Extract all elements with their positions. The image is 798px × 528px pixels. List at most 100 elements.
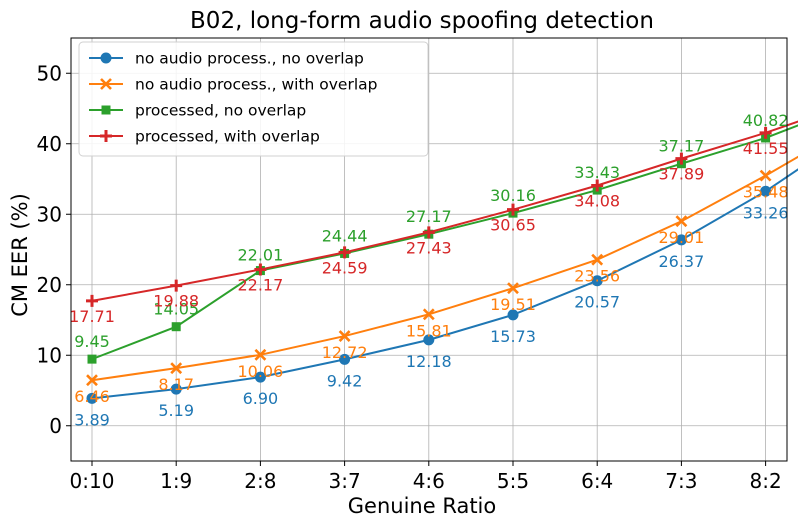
x-tick-label: 7:3 bbox=[665, 469, 697, 493]
chart-title: B02, long-form audio spoofing detection bbox=[190, 8, 654, 34]
legend-label: no audio process., no overlap bbox=[135, 50, 364, 68]
data-label: 5.19 bbox=[158, 401, 194, 420]
data-label: 14.05 bbox=[153, 300, 199, 319]
data-point bbox=[759, 126, 772, 139]
data-label: 19.51 bbox=[490, 295, 536, 314]
data-label: 23.56 bbox=[574, 267, 620, 286]
data-label: 29.01 bbox=[658, 228, 704, 247]
data-point bbox=[86, 392, 98, 404]
legend-marker bbox=[100, 52, 112, 64]
legend-marker bbox=[100, 78, 112, 90]
data-label: 19.88 bbox=[153, 292, 199, 311]
data-label: 41.55 bbox=[743, 139, 789, 158]
data-point bbox=[254, 371, 266, 383]
legend-marker bbox=[101, 105, 111, 115]
legend-item: processed, no overlap bbox=[89, 102, 306, 120]
data-point bbox=[760, 185, 772, 197]
data-point bbox=[591, 253, 604, 266]
legend-label: processed, no overlap bbox=[135, 102, 306, 120]
y-tick-label: 30 bbox=[37, 202, 62, 226]
data-label: 30.16 bbox=[490, 186, 536, 205]
legend-label: no audio process., with overlap bbox=[135, 76, 377, 94]
data-label: 17.71 bbox=[69, 307, 115, 326]
x-axis-label: Genuine Ratio bbox=[348, 494, 496, 518]
data-label: 35.48 bbox=[743, 183, 789, 202]
data-point bbox=[339, 353, 351, 365]
data-point bbox=[86, 294, 98, 307]
data-point bbox=[591, 179, 604, 192]
legend: no audio process., no overlap no audio pr… bbox=[78, 41, 429, 157]
series-0 bbox=[86, 168, 798, 404]
data-label: 12.72 bbox=[322, 343, 368, 362]
data-point bbox=[507, 203, 519, 216]
data-label: 40.82 bbox=[743, 111, 789, 130]
data-label: 33.26 bbox=[743, 203, 789, 222]
data-label: 6.46 bbox=[74, 387, 110, 406]
data-point bbox=[759, 169, 772, 182]
data-point bbox=[338, 246, 351, 259]
data-label: 37.89 bbox=[658, 165, 704, 184]
data-point bbox=[170, 383, 182, 395]
data-point bbox=[338, 330, 351, 342]
legend-label: processed, with overlap bbox=[135, 128, 320, 146]
data-point bbox=[422, 226, 435, 239]
data-point bbox=[170, 279, 183, 292]
data-label: 12.18 bbox=[406, 352, 452, 371]
data-label: 15.81 bbox=[406, 321, 452, 340]
y-tick-label: 0 bbox=[49, 414, 62, 438]
legend-item: no audio process., with overlap bbox=[89, 76, 377, 94]
y-tick-label: 20 bbox=[37, 273, 62, 297]
data-point bbox=[507, 282, 519, 295]
data-label: 27.43 bbox=[406, 238, 452, 257]
x-tick-label: 8:2 bbox=[750, 469, 782, 493]
data-label: 24.44 bbox=[322, 226, 368, 245]
data-point bbox=[675, 152, 688, 165]
legend-box bbox=[78, 41, 429, 157]
legend-item: no audio process., no overlap bbox=[89, 50, 364, 68]
series-line bbox=[91, 124, 798, 361]
series-layer bbox=[86, 120, 798, 404]
y-tick-label: 40 bbox=[37, 132, 62, 156]
data-label: 33.43 bbox=[574, 163, 620, 182]
x-tick-label: 4:6 bbox=[413, 469, 445, 493]
axis-ticks: 0 10 20 30 40 50 0:10 1:9 2:8 3:7 4:6 5:5 6:4 7:3 8:2 9… bbox=[37, 61, 782, 493]
data-point bbox=[87, 354, 97, 364]
data-label: 22.17 bbox=[237, 275, 283, 294]
data-label: 34.08 bbox=[574, 191, 620, 210]
data-point bbox=[171, 322, 181, 332]
y-tick-label: 50 bbox=[37, 61, 62, 85]
data-label: 20.57 bbox=[574, 293, 620, 312]
series-line bbox=[91, 168, 798, 400]
data-point bbox=[423, 334, 435, 346]
data-label: 26.37 bbox=[658, 252, 704, 271]
data-label: 10.06 bbox=[237, 362, 283, 381]
series-line bbox=[91, 155, 798, 382]
data-label: 27.17 bbox=[406, 207, 452, 226]
data-point bbox=[675, 234, 687, 246]
data-point bbox=[170, 362, 183, 375]
data-point bbox=[254, 348, 267, 361]
series-1 bbox=[86, 155, 798, 387]
series-line bbox=[91, 120, 798, 302]
x-tick-label: 3:7 bbox=[329, 469, 361, 493]
data-point bbox=[254, 263, 267, 276]
data-label: 3.89 bbox=[74, 410, 110, 429]
data-label: 9.45 bbox=[74, 332, 110, 351]
data-label: 22.01 bbox=[237, 246, 283, 265]
x-tick-label: 6:4 bbox=[581, 469, 613, 493]
data-point bbox=[675, 215, 688, 228]
legend-item: processed, with overlap bbox=[89, 128, 320, 146]
data-label: 15.73 bbox=[490, 327, 536, 346]
data-point bbox=[591, 275, 603, 287]
data-label: 30.65 bbox=[490, 216, 536, 235]
data-point bbox=[422, 308, 435, 321]
data-point bbox=[86, 374, 98, 387]
x-tick-label: 2:8 bbox=[244, 469, 276, 493]
data-label: 24.59 bbox=[322, 258, 368, 277]
data-label-layer: 3.89 5.19 6.90 9.42 12.18 15.73 20.57 26.37 33.2… bbox=[69, 111, 789, 429]
x-tick-label: 1:9 bbox=[160, 469, 192, 493]
data-label: 9.42 bbox=[327, 371, 363, 390]
data-label: 6.90 bbox=[243, 389, 279, 408]
data-label: 37.17 bbox=[658, 137, 704, 156]
